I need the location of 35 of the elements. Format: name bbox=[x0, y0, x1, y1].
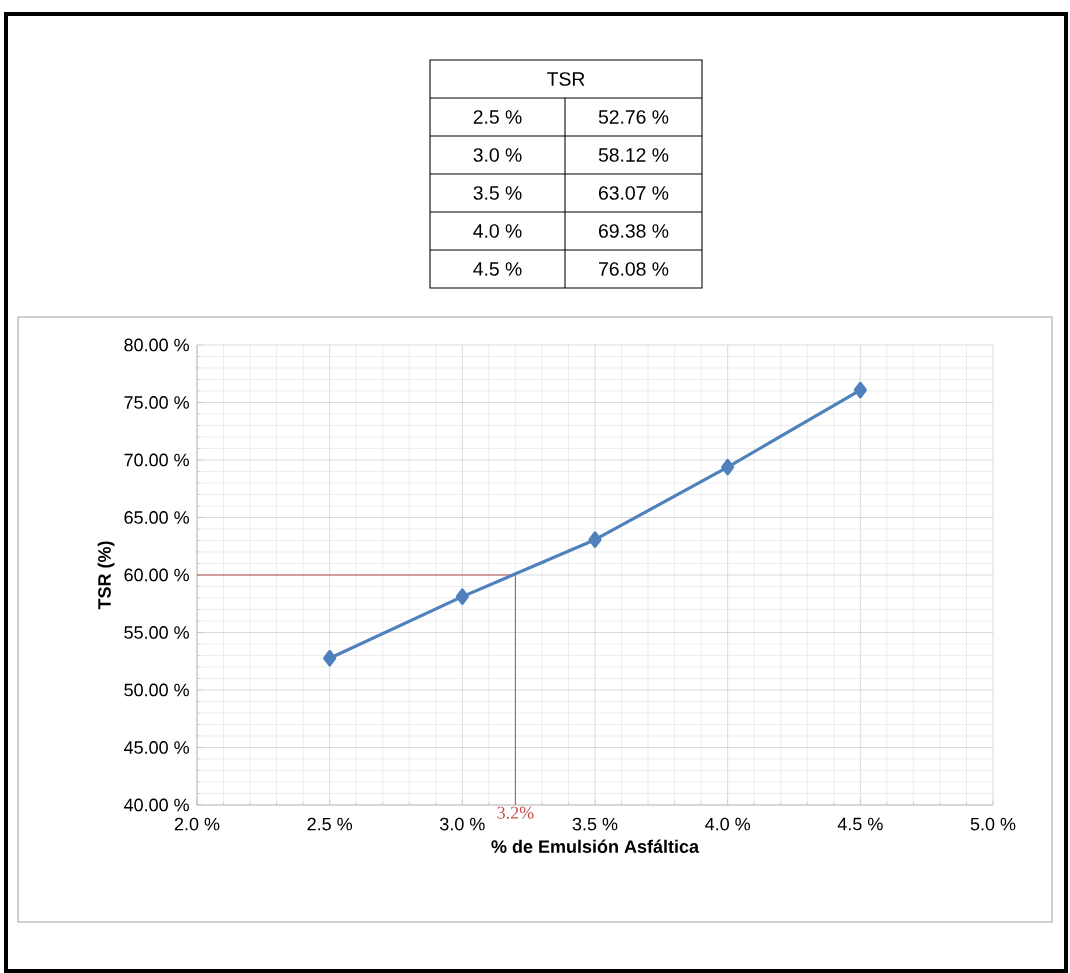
text: 69.38 % bbox=[599, 224, 669, 238]
text: 52.76 % bbox=[598, 110, 669, 124]
y-tick-label: 60.00 % bbox=[124, 568, 189, 582]
text: 2.5 % bbox=[473, 110, 522, 124]
y-tick-label: 80.00 % bbox=[124, 338, 189, 352]
point bbox=[588, 531, 602, 548]
point bbox=[721, 458, 735, 476]
x-tick-label: 2.0 % bbox=[174, 817, 220, 831]
point bbox=[455, 588, 469, 605]
y-tick-label: 50.00 % bbox=[124, 683, 189, 697]
x-tick-label: 3.5 % bbox=[572, 817, 618, 831]
y-tick-label: 65.00 % bbox=[124, 511, 189, 524]
x-tick-label: 3.0 % bbox=[440, 817, 485, 831]
y-tick-label: 40.00 % bbox=[124, 798, 189, 812]
ref-line-label: 3.2% bbox=[497, 806, 534, 819]
text: 58.12 % bbox=[598, 148, 669, 162]
text: 3.0 % bbox=[473, 148, 522, 162]
y-axis-title: TSR (%) bbox=[97, 541, 115, 610]
text: TSR bbox=[547, 72, 585, 86]
x-tick-label: 5.0 % bbox=[970, 817, 1016, 831]
y-tick-label: 45.00 % bbox=[124, 741, 189, 754]
text: 76.08 % bbox=[599, 262, 669, 276]
text: 3.5 % bbox=[473, 186, 522, 200]
y-tick-label: 75.00 % bbox=[124, 396, 189, 409]
text: 63.07 % bbox=[599, 186, 669, 200]
x-tick-label: 2.5 % bbox=[307, 817, 353, 831]
x-tick-label: 4.5 % bbox=[837, 817, 883, 831]
point bbox=[853, 381, 867, 399]
y-tick-label: 55.00 % bbox=[124, 626, 189, 639]
y-tick-label: 70.00 % bbox=[124, 453, 189, 467]
text: 4.0 % bbox=[473, 224, 522, 238]
x-axis-title: % de Emulsión Asfáltica bbox=[491, 839, 700, 853]
text: 4.5 % bbox=[473, 262, 522, 276]
x-tick-label: 4.0 % bbox=[705, 817, 751, 831]
point bbox=[323, 649, 337, 667]
